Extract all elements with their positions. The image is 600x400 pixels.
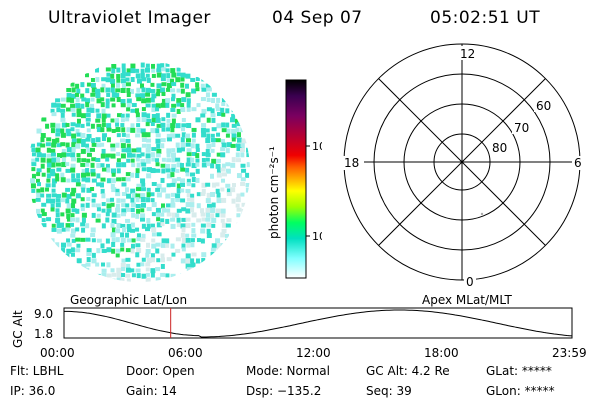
door-label: Door: Open — [126, 364, 195, 378]
alt-x-tick-1800: 18:00 — [424, 346, 459, 360]
alt-plot-right-title: Apex MLat/MLT — [422, 293, 512, 307]
seq-label: Seq: 39 — [366, 384, 412, 398]
alt-x-tick-0000: 00:00 — [40, 346, 75, 360]
alt-tick-9: 9.0 — [34, 307, 53, 321]
alt-plot-frame — [63, 307, 573, 339]
polar-dot — [480, 212, 484, 216]
altitude-plot: GC Alt 9.0 1.8 — [11, 307, 573, 348]
alt-curve — [64, 309, 573, 338]
app-title: Ultraviolet Imager — [48, 8, 211, 28]
mlt-label-18: 18 — [344, 156, 359, 170]
colorbar-unit-label: photon cm⁻²s⁻¹ — [267, 146, 281, 239]
time-label: 05:02:51 UT — [430, 8, 541, 28]
alt-axis-label: GC Alt — [11, 310, 25, 348]
glat-label: GLat: ***** — [486, 364, 552, 378]
mode-label: Mode: Normal — [246, 364, 330, 378]
uv-image-pixels — [30, 62, 250, 282]
ip-label: IP: 36.0 — [10, 384, 56, 398]
mlt-label-0: 0 — [466, 275, 474, 289]
colorbar-gradient — [285, 79, 307, 279]
filter-label: Flt: LBHL — [10, 364, 64, 378]
uv-image — [30, 62, 250, 282]
alt-x-tick-0600: 06:00 — [168, 346, 203, 360]
polar-grid: 12 18 6 0 60 70 80 — [342, 43, 584, 289]
lat-label-80: 80 — [492, 141, 507, 155]
colorbar: 100 10 photon cm⁻²s⁻¹ — [267, 79, 322, 279]
mlt-label-12: 12 — [460, 47, 475, 61]
alt-plot-left-title: Geographic Lat/Lon — [70, 293, 188, 307]
lat-label-70: 70 — [514, 121, 529, 135]
mlt-label-6: 6 — [574, 156, 582, 170]
date-label: 04 Sep 07 — [272, 8, 363, 28]
alt-x-tick-1200: 12:00 — [296, 346, 331, 360]
colorbar-tick-100: 100 — [312, 140, 322, 153]
gain-label: Gain: 14 — [126, 384, 177, 398]
alt-tick-1.8: 1.8 — [34, 327, 53, 341]
alt-x-tick-2359: 23:59 — [552, 346, 587, 360]
gc-alt-label: GC Alt: 4.2 Re — [366, 364, 450, 378]
lat-label-60: 60 — [536, 99, 551, 113]
dsp-label: Dsp: −135.2 — [246, 384, 322, 398]
colorbar-tick-10: 10 — [312, 230, 322, 243]
glon-label: GLon: ***** — [486, 384, 555, 398]
